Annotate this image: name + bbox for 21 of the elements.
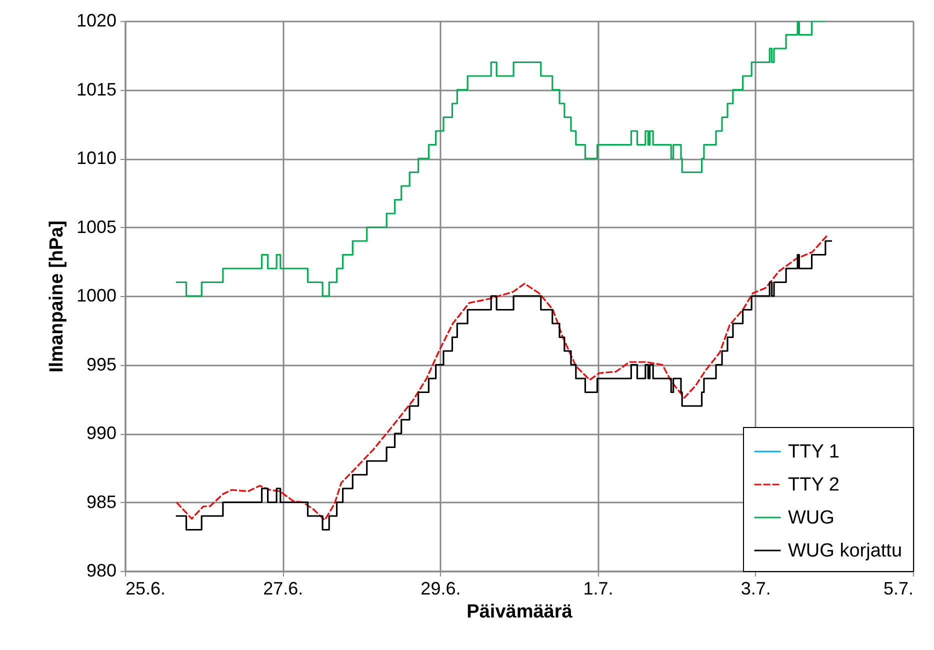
x-tick-label: 25.6. bbox=[126, 578, 166, 598]
y-tick-label: 995 bbox=[86, 354, 116, 374]
y-tick-label: 1005 bbox=[76, 216, 116, 237]
legend-label: WUG korjattu bbox=[788, 540, 902, 562]
x-tick-label: 29.6. bbox=[420, 578, 461, 598]
y-tick-label: 985 bbox=[86, 492, 116, 512]
x-tick-label: 27.6. bbox=[263, 578, 304, 598]
x-tick-label: 3.7. bbox=[740, 578, 771, 598]
y-tick-label: 980 bbox=[86, 560, 116, 580]
x-tick-label: 5.7. bbox=[883, 578, 914, 598]
y-tick-label: 1020 bbox=[76, 10, 116, 30]
x-axis-title: Päivämäärä bbox=[466, 602, 573, 622]
legend-label: TTY 1 bbox=[788, 442, 840, 462]
legend-label: TTY 2 bbox=[788, 474, 840, 496]
y-tick-label: 1015 bbox=[76, 79, 116, 100]
y-tick-label: 990 bbox=[86, 423, 116, 443]
y-tick-label: 1000 bbox=[76, 286, 116, 306]
x-tick-label: 1.7. bbox=[583, 578, 614, 598]
y-axis-title: Ilmanpaine [hPa] bbox=[46, 220, 68, 373]
y-tick-label: 1010 bbox=[76, 148, 116, 168]
legend-label: WUG bbox=[788, 508, 834, 528]
